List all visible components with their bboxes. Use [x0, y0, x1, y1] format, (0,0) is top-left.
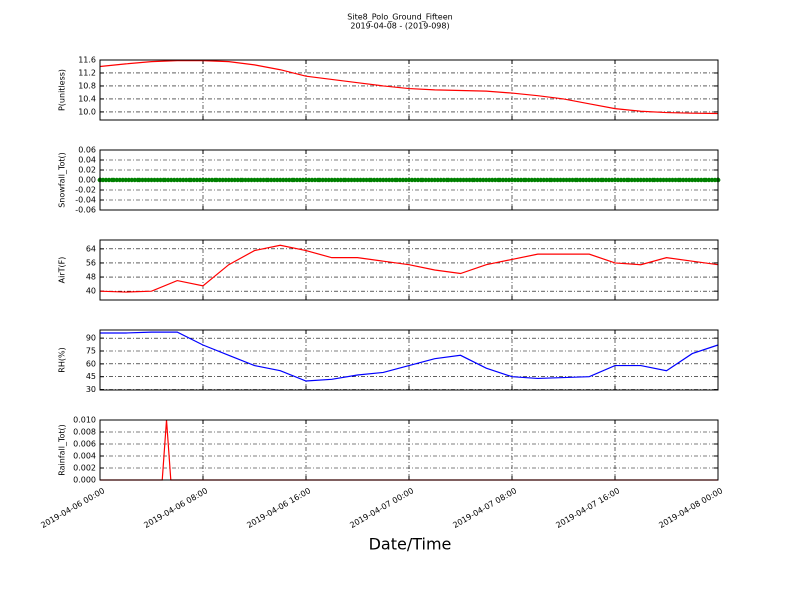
y-axis-label: Snowfall_Tot()	[58, 152, 67, 208]
y-axis-label: P(unitless)	[58, 69, 67, 111]
y-tick-label: 0.06	[78, 146, 96, 155]
y-tick-label: 45	[86, 372, 96, 381]
y-tick-label: 56	[86, 258, 96, 267]
x-axis-label: Date/Time	[369, 535, 452, 554]
plot-frame	[99, 329, 719, 391]
y-axis-label: AirT(F)	[58, 257, 67, 284]
y-tick-label: -0.04	[75, 196, 96, 205]
y-tick-label: 10.0	[78, 107, 96, 116]
y-tick-label: 0.02	[78, 166, 96, 175]
y-tick-label: 0.00	[78, 176, 96, 185]
y-tick-label: 10.4	[78, 94, 96, 103]
y-axis-label: Rainfall_Tot()	[58, 424, 67, 476]
y-tick-label: 64	[86, 244, 96, 253]
y-tick-label: -0.02	[75, 186, 96, 195]
y-tick-label: 60	[86, 359, 96, 368]
y-tick-label: 48	[86, 273, 96, 282]
y-tick-label: 10.8	[78, 81, 96, 90]
y-tick-label: 0.04	[78, 156, 96, 165]
y-axis-label: RH(%)	[58, 347, 67, 372]
y-tick-label: 0.008	[73, 428, 96, 437]
chart-subtitle: 2019-04-08 - (2019-098)	[350, 22, 449, 31]
y-tick-label: 0.002	[73, 464, 96, 473]
y-tick-label: 90	[86, 334, 96, 343]
data-line	[100, 331, 719, 382]
y-tick-label: -0.06	[75, 206, 96, 215]
data-line	[99, 244, 719, 293]
y-tick-label: 30	[86, 385, 96, 394]
y-tick-label: 11.6	[78, 56, 96, 65]
y-tick-label: 0.010	[73, 416, 96, 425]
chart-title: Site8_Polo_Ground_Fifteen	[347, 13, 452, 22]
y-tick-label: 11.2	[78, 68, 96, 77]
y-tick-label: 75	[86, 347, 96, 356]
data-line	[99, 60, 719, 115]
plot-frame	[99, 59, 719, 121]
y-tick-label: 0.006	[73, 440, 96, 449]
plot-frame	[99, 419, 719, 481]
plot-frame	[99, 239, 719, 301]
y-tick-label: 40	[86, 287, 96, 296]
y-tick-label: 0.004	[73, 452, 96, 461]
plot-frame	[99, 149, 719, 211]
y-tick-label: 0.000	[73, 476, 96, 485]
